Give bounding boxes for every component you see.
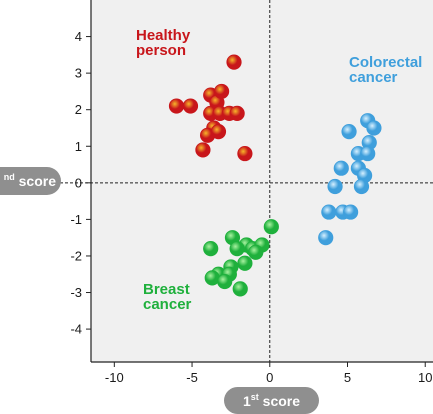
group-label-line: Breast [143, 281, 190, 298]
data-point [321, 204, 337, 220]
y-tick-label: 0 [75, 175, 82, 190]
group-labels: HealthypersonColorectalcancerBreastcance… [136, 27, 422, 313]
data-point [168, 98, 185, 114]
y-tick-label: 3 [75, 66, 82, 81]
data-point [237, 255, 253, 271]
data-point [360, 145, 376, 162]
data-point [217, 273, 233, 290]
data-point [226, 54, 242, 70]
x-tick-label: 10 [418, 370, 432, 385]
x-tick-label: -10 [105, 370, 124, 385]
data-point [203, 241, 219, 257]
data-point [353, 178, 370, 195]
data-points [168, 54, 382, 297]
group-label-line: Colorectal [349, 54, 422, 71]
y-tick-label: -4 [70, 322, 82, 337]
data-point [318, 230, 334, 246]
y-tick-label: 4 [75, 29, 82, 44]
group-label-line: cancer [349, 69, 398, 86]
data-point [232, 281, 248, 297]
data-point [327, 178, 343, 195]
y-tick-label: -1 [70, 212, 82, 227]
x-tick-label: 0 [266, 370, 273, 385]
y-axis-title-text: nd score [4, 172, 56, 189]
axes [90, 0, 433, 363]
reference-lines [60, 0, 433, 362]
data-point [213, 83, 230, 100]
series-breast-cancer [203, 219, 279, 297]
y-axis-title: nd score [0, 167, 61, 195]
data-point [229, 241, 245, 257]
x-axis-title-text: 1st score [243, 392, 300, 409]
x-tick-label: -5 [186, 370, 198, 385]
y-axis-ticks: 4 3 2 1 0 -1 -2 -3 -4 [70, 29, 91, 337]
data-point [229, 105, 245, 121]
y-tick-label: 2 [75, 102, 82, 117]
data-point [366, 120, 382, 136]
x-axis-title-pill [224, 387, 319, 414]
data-point [182, 98, 199, 114]
group-label-line: person [136, 42, 186, 59]
series-colorectal-cancer [318, 113, 382, 246]
group-label-line: Healthy [136, 27, 191, 44]
data-point [248, 244, 264, 260]
y-tick-label: -3 [70, 285, 82, 300]
y-axis-title-pill [0, 167, 61, 195]
data-point [333, 160, 349, 176]
y-tick-label: 1 [75, 139, 82, 154]
data-point [237, 145, 253, 162]
plot-area [91, 0, 433, 362]
data-point [263, 219, 279, 235]
x-axis-ticks: -10 -5 0 5 10 [105, 362, 432, 385]
data-point [343, 204, 359, 220]
data-point [341, 124, 357, 140]
data-point [195, 142, 211, 158]
x-tick-label: 5 [344, 370, 351, 385]
series-healthy-person [168, 54, 253, 162]
data-point [210, 124, 227, 140]
y-tick-label: -2 [70, 248, 82, 263]
group-label-line: cancer [143, 296, 192, 313]
x-axis-title: 1st score [224, 387, 319, 414]
